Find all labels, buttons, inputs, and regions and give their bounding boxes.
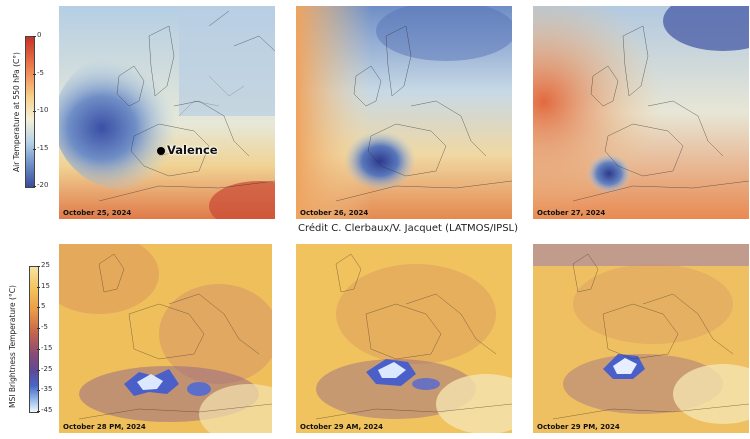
air-temperature-map-1 [59,6,275,219]
map-panel-oct-28-pm: October 28 PM, 2024 [59,244,272,433]
air-temperature-colorbar [25,36,35,188]
air-temperature-map-3 [533,6,749,219]
colorbar-tick-label: -5 [37,68,44,77]
colorbar-tick-mark [33,186,36,187]
coastlines [572,25,749,202]
map-panel-oct-29-am: October 29 AM, 2024 [296,244,512,433]
colorbar-tick-label: -25 [41,364,53,373]
brightness-temperature-map-3 [533,244,749,433]
brightness-temperature-colorbar [29,266,39,413]
colorbar-tick-label: -5 [41,323,48,332]
colorbar-tick-label: 25 [41,261,50,269]
colorbar-tick-mark [37,369,40,371]
image-credit: Crédit C. Clerbaux/V. Jacquet (LATMOS/IP… [298,223,519,234]
colorbar-tick-mark [37,348,40,350]
colorbar-tick-label: -10 [37,106,49,114]
panel-date: October 25, 2024 [63,209,132,217]
colorbar-tick-label: -15 [41,343,53,352]
coastlines [552,253,749,420]
panel-date: October 29 AM, 2024 [300,423,384,431]
map-panel-oct-25: October 25, 2024 [59,6,275,219]
air-temperature-colorbar-title: Air Temperature at 550 hPa (C°) [12,52,21,172]
brightness-temperature-colorbar-title: MSI Brightness Temperature (°C) [8,285,17,408]
colorbar-tick-mark [37,390,40,392]
coastlines [315,253,512,420]
borders [158,75,245,157]
colorbar-tick-label: -20 [37,181,49,189]
colorbar-tick-mark [37,307,40,309]
colorbar-tick-mark [33,148,36,150]
air-temperature-map-2 [296,6,512,219]
valence-marker-dot [157,147,165,155]
map-panel-oct-27: October 27, 2024 [533,6,749,219]
coastlines [335,25,512,202]
colorbar-tick-mark [37,266,40,267]
colorbar-tick-mark [37,286,40,288]
colorbar-tick-label: -45 [41,406,53,414]
colorbar-tick-mark [37,411,40,412]
colorbar-tick-mark [33,36,36,37]
panel-date: October 26, 2024 [300,209,369,217]
coastlines [98,10,275,202]
colorbar-tick-label: -15 [37,143,49,152]
panel-date: October 28 PM, 2024 [63,423,146,431]
colorbar-tick-mark [37,328,40,330]
colorbar-tick-label: 0 [37,31,42,39]
panel-date: October 27, 2024 [537,209,606,217]
colorbar-tick-label: 15 [41,281,50,290]
map-panel-oct-26: October 26, 2024 [296,6,512,219]
colorbar-tick-mark [33,111,36,112]
brightness-temperature-map-1 [59,244,272,433]
panel-date: October 29 PM, 2024 [537,423,620,431]
valence-label: Valence [167,143,218,157]
map-panel-oct-29-pm: October 29 PM, 2024 [533,244,749,433]
colorbar-tick-mark [33,73,36,75]
brightness-temperature-map-2 [296,244,512,433]
coastlines [78,253,272,420]
colorbar-tick-label: -35 [41,385,53,394]
colorbar-tick-label: 5 [41,302,46,311]
